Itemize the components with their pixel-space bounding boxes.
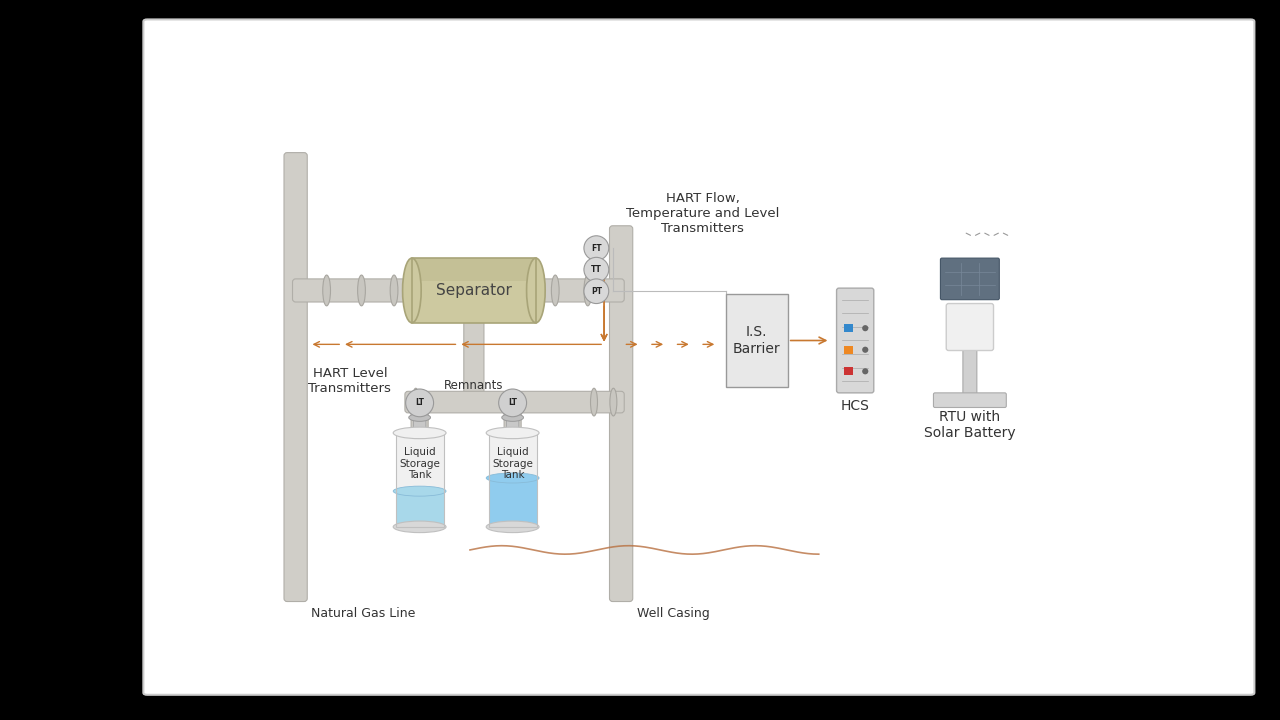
Text: I.S.
Barrier: I.S. Barrier — [733, 325, 781, 356]
Bar — [844, 346, 852, 354]
Text: LT: LT — [508, 398, 517, 408]
Text: HART Flow,
Temperature and Level
Transmitters: HART Flow, Temperature and Level Transmi… — [626, 192, 780, 235]
Bar — [489, 478, 536, 527]
FancyBboxPatch shape — [941, 258, 1000, 300]
Text: Natural Gas Line: Natural Gas Line — [311, 608, 416, 621]
Text: RTU with
Solar Battery: RTU with Solar Battery — [924, 410, 1016, 441]
Circle shape — [499, 389, 526, 417]
Ellipse shape — [357, 275, 365, 306]
Bar — [412, 258, 536, 281]
Text: Remnants: Remnants — [444, 379, 503, 392]
FancyBboxPatch shape — [946, 304, 993, 351]
Ellipse shape — [393, 521, 445, 533]
Circle shape — [863, 325, 868, 331]
FancyBboxPatch shape — [504, 399, 521, 434]
Ellipse shape — [486, 521, 539, 533]
Text: FT: FT — [591, 243, 602, 253]
FancyBboxPatch shape — [411, 399, 428, 434]
Ellipse shape — [486, 427, 539, 438]
Ellipse shape — [390, 275, 398, 306]
FancyBboxPatch shape — [284, 153, 307, 601]
Ellipse shape — [609, 388, 617, 416]
Ellipse shape — [486, 473, 539, 483]
Bar — [412, 258, 536, 323]
Circle shape — [863, 346, 868, 353]
Circle shape — [584, 257, 609, 282]
Bar — [489, 433, 536, 527]
Text: LT: LT — [415, 398, 424, 408]
FancyBboxPatch shape — [837, 288, 874, 393]
Text: Liquid
Storage
Tank: Liquid Storage Tank — [493, 447, 532, 480]
FancyBboxPatch shape — [726, 294, 787, 387]
Text: HART Level
Transmitters: HART Level Transmitters — [308, 366, 392, 395]
Text: TT: TT — [591, 265, 602, 274]
FancyBboxPatch shape — [609, 226, 632, 601]
Ellipse shape — [393, 486, 445, 496]
Circle shape — [584, 235, 609, 261]
Circle shape — [584, 279, 609, 304]
Bar — [396, 433, 444, 527]
Ellipse shape — [323, 275, 330, 306]
Text: PT: PT — [591, 287, 602, 296]
FancyBboxPatch shape — [463, 320, 484, 405]
FancyBboxPatch shape — [293, 279, 625, 302]
Ellipse shape — [590, 388, 598, 416]
Ellipse shape — [408, 414, 430, 421]
FancyBboxPatch shape — [404, 391, 625, 413]
Bar — [412, 258, 536, 323]
Circle shape — [863, 368, 868, 374]
Ellipse shape — [584, 275, 591, 306]
FancyBboxPatch shape — [507, 415, 518, 438]
Text: HCS: HCS — [841, 399, 869, 413]
Ellipse shape — [403, 258, 421, 323]
Text: Well Casing: Well Casing — [636, 608, 709, 621]
Ellipse shape — [502, 414, 524, 421]
FancyBboxPatch shape — [963, 345, 977, 397]
Ellipse shape — [412, 388, 420, 416]
Bar — [396, 491, 444, 527]
Ellipse shape — [552, 275, 559, 306]
Bar — [844, 367, 852, 375]
FancyBboxPatch shape — [933, 393, 1006, 408]
Ellipse shape — [526, 258, 545, 323]
Circle shape — [406, 389, 434, 417]
FancyBboxPatch shape — [413, 415, 426, 438]
Bar — [844, 324, 852, 332]
Text: Separator: Separator — [436, 283, 512, 298]
Ellipse shape — [393, 427, 445, 438]
Text: Liquid
Storage
Tank: Liquid Storage Tank — [399, 447, 440, 480]
